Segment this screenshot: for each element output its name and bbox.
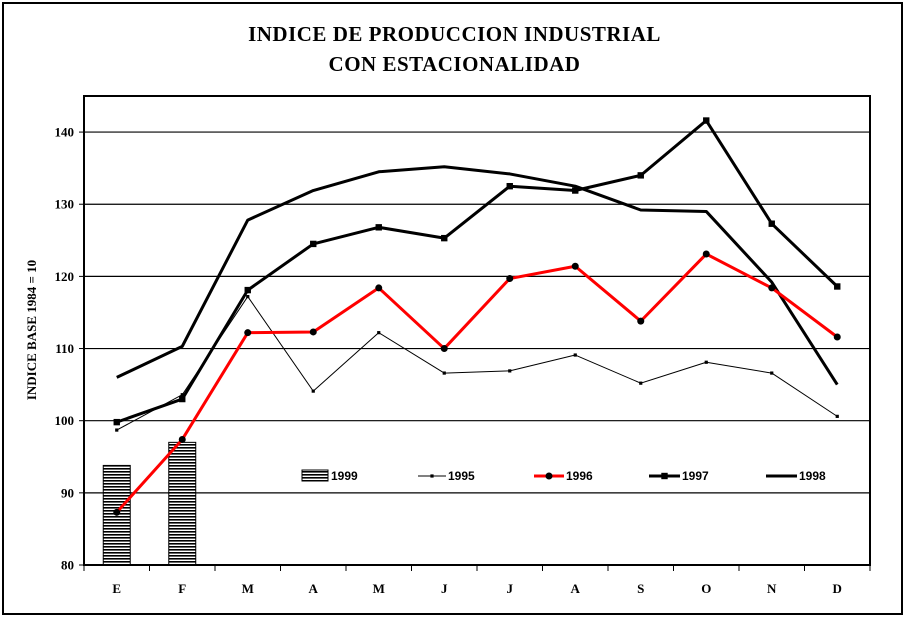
x-tick-label-3: A: [309, 581, 319, 596]
line-1995: [116, 296, 838, 431]
bar-1999-1: [168, 441, 197, 566]
x-tick-label-9: O: [701, 581, 711, 596]
point-1995-7: [573, 353, 577, 357]
legend-marker-1995: [430, 474, 434, 478]
point-1996-3: [309, 328, 317, 336]
x-tick-label-10: N: [767, 581, 777, 596]
point-1995-10: [770, 371, 774, 375]
legend: 1999 1995 1996 1997 1998: [301, 469, 826, 483]
x-tick-label-1: F: [178, 581, 186, 596]
point-1996-8: [637, 317, 645, 325]
point-1995-2: [246, 294, 250, 299]
point-1995-4: [377, 331, 381, 335]
point-1995-6: [508, 369, 512, 373]
point-1996-6: [506, 275, 514, 283]
y-tick-label-100: 100: [55, 413, 75, 428]
x-tick-label-6: J: [507, 581, 514, 596]
y-tick-label-90: 90: [61, 485, 74, 500]
point-1996-4: [375, 284, 383, 292]
x-tick-label-11: D: [833, 581, 842, 596]
x-tick-label-0: E: [112, 581, 121, 596]
legend-label-1996: 1996: [566, 469, 593, 483]
point-1997-1: [179, 395, 186, 403]
point-1996-2: [244, 329, 252, 337]
x-tick-label-7: A: [571, 581, 581, 596]
line-1997: [116, 119, 839, 424]
legend-marker-1997: [661, 472, 668, 480]
point-1996-0: [113, 508, 121, 516]
series-1996: [113, 250, 841, 516]
point-1995-3: [311, 389, 315, 393]
plot-area-border: [83, 95, 871, 566]
point-1996-11: [833, 333, 841, 341]
point-1997-6: [506, 182, 513, 190]
point-1996-10: [768, 284, 776, 292]
point-1997-10: [768, 220, 775, 227]
point-1995-9: [704, 360, 708, 364]
x-tick-label-5: J: [441, 581, 448, 596]
point-1997-3: [310, 240, 317, 248]
point-1997-8: [637, 172, 644, 179]
chart-frame: [2, 2, 903, 615]
legend-item-1999: 1999: [301, 469, 358, 483]
legend-label-1995: 1995: [448, 469, 475, 483]
series-1998: [116, 165, 839, 386]
y-axis-ticks: 80 90 100 110 120 130 140: [55, 125, 84, 573]
y-tick-label-140: 140: [55, 125, 75, 140]
series-1995: [115, 294, 839, 432]
y-tick-label-110: 110: [55, 341, 74, 356]
x-tick-label-4: M: [373, 581, 385, 596]
point-1996-5: [440, 345, 448, 353]
y-tick-label-120: 120: [55, 269, 75, 284]
line-series: [113, 117, 841, 516]
legend-marker-1996: [545, 472, 553, 480]
legend-label-1998: 1998: [799, 469, 826, 483]
point-1997-11: [834, 283, 841, 290]
point-1995-0: [115, 428, 119, 432]
point-1996-7: [571, 262, 579, 270]
point-1995-11: [835, 414, 839, 418]
legend-item-1997: 1997: [649, 469, 709, 483]
x-tick-label-2: M: [242, 581, 254, 596]
point-1997-9: [703, 117, 710, 124]
point-1995-1: [180, 393, 184, 397]
legend-label-1999: 1999: [331, 469, 358, 483]
point-1997-5: [441, 234, 448, 242]
legend-item-1998: 1998: [766, 469, 826, 483]
y-axis-label: INDICE BASE 1984 = 10: [24, 260, 39, 400]
x-tick-label-8: S: [637, 581, 644, 596]
legend-item-1995: 1995: [418, 469, 475, 483]
point-1997-7: [572, 187, 579, 194]
bar-series-1999: [102, 441, 197, 566]
chart-title-line-2: CON ESTACIONALIDAD: [328, 52, 581, 76]
line-1996: [115, 252, 839, 514]
grid-lines: [84, 131, 870, 494]
point-1997-2: [244, 286, 251, 294]
point-1997-4: [375, 224, 382, 231]
y-tick-label-130: 130: [55, 197, 75, 212]
legend-label-1997: 1997: [682, 469, 709, 483]
y-tick-label-80: 80: [61, 558, 74, 573]
series-1997: [113, 117, 841, 426]
line-1998: [116, 165, 839, 386]
point-1996-9: [702, 250, 710, 258]
point-1996-1: [178, 435, 186, 443]
legend-swatch-1999: [301, 469, 329, 482]
legend-item-1996: 1996: [534, 469, 593, 483]
point-1997-0: [113, 418, 120, 426]
point-1995-8: [639, 381, 643, 385]
point-1995-5: [442, 371, 446, 375]
chart-title-line-1: INDICE DE PRODUCCION INDUSTRIAL: [248, 22, 661, 46]
